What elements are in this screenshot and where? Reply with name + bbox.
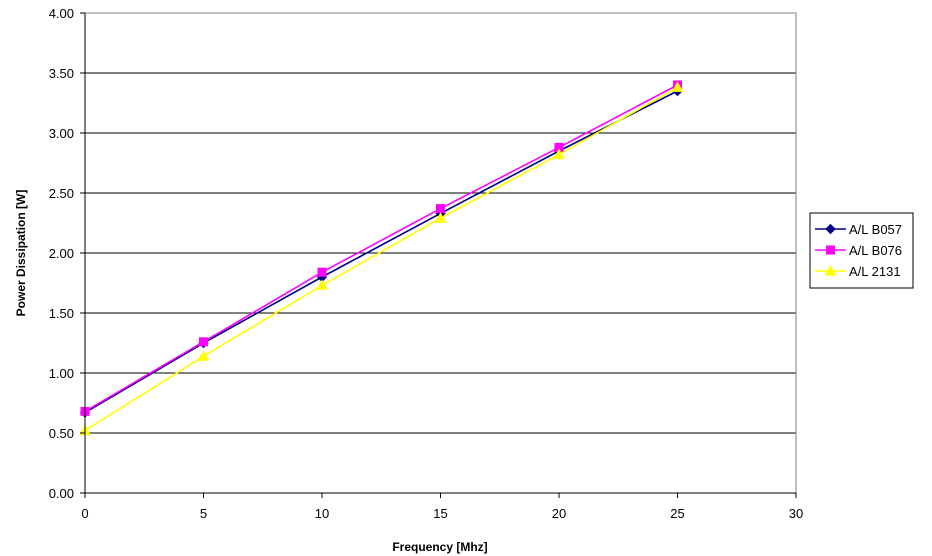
x-tick-label: 0	[81, 506, 88, 521]
legend-label: A/L B057	[849, 222, 902, 237]
legend-item-2: A/L B076	[815, 243, 902, 258]
data-point	[671, 81, 684, 92]
data-point	[316, 279, 328, 290]
y-tick-label: 2.00	[49, 246, 74, 261]
legend-item-1: A/L B057	[815, 222, 902, 237]
series-line	[84, 84, 678, 413]
series-2	[80, 80, 682, 416]
x-tick-label: 15	[433, 506, 447, 521]
x-tick-label: 25	[670, 506, 684, 521]
data-point	[197, 350, 210, 361]
y-tick-label: 2.50	[49, 186, 74, 201]
legend-swatch-marker	[826, 245, 835, 255]
data-point	[553, 148, 565, 160]
data-point	[434, 212, 447, 223]
y-tick-label: 3.00	[49, 126, 74, 141]
x-tick-label: 10	[315, 506, 329, 521]
legend-swatch-marker	[825, 223, 836, 235]
data-point	[317, 267, 327, 277]
y-tick-label: 4.00	[49, 6, 74, 21]
y-tick-label: 3.50	[49, 66, 74, 81]
legend-label: A/L 2131	[849, 264, 901, 279]
y-axis-title: Power Dissipation [W]	[14, 190, 28, 317]
legend: A/L B057 A/L B076 A/L 2131	[809, 212, 914, 289]
y-tick-label: 0.00	[49, 486, 74, 501]
legend-label: A/L B076	[849, 243, 902, 258]
legend-item-3: A/L 2131	[815, 264, 901, 279]
x-tick-label: 20	[552, 506, 566, 521]
series-line	[84, 86, 678, 432]
x-axis-title: Frequency [Mhz]	[392, 540, 487, 554]
x-tick-label: 5	[200, 506, 207, 521]
legend-swatch-marker	[824, 264, 837, 276]
series-line	[84, 90, 678, 414]
x-tick-label: 30	[789, 506, 803, 521]
data-point	[436, 204, 445, 214]
y-tick-label: 1.00	[49, 366, 74, 381]
tick-label-layer: 0.00 0.50 1.00 1.50 2.00 2.50 3.00 3.50 4.00 0 5 10…	[49, 6, 804, 521]
grid-layer	[85, 12, 796, 434]
series-layer	[79, 80, 684, 436]
series-3	[79, 81, 684, 436]
y-tick-label: 1.50	[49, 306, 74, 321]
y-tick-label: 0.50	[49, 426, 74, 441]
axis-layer	[80, 12, 797, 498]
data-point	[199, 337, 208, 347]
